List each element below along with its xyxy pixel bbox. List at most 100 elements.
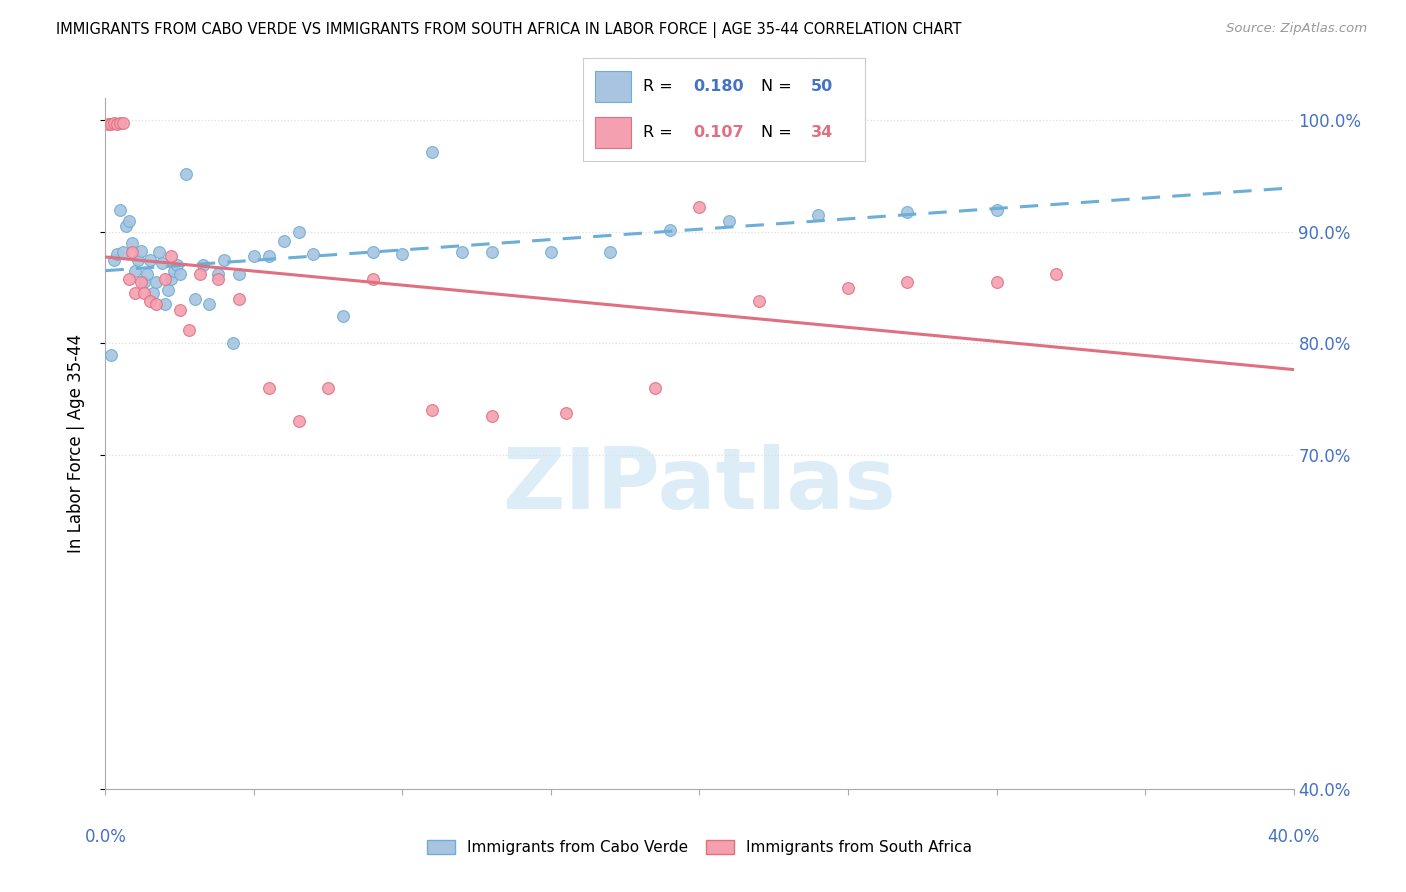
Point	[198, 297, 221, 311]
Point	[124, 286, 146, 301]
Point	[207, 268, 229, 282]
Point	[136, 268, 159, 282]
Point	[166, 259, 188, 273]
Point	[273, 234, 295, 248]
Text: 40.0%: 40.0%	[1267, 828, 1320, 846]
Point	[129, 275, 152, 289]
Point	[450, 245, 472, 260]
Point	[896, 205, 918, 219]
Point	[169, 303, 191, 318]
Point	[145, 275, 167, 289]
Point	[257, 381, 280, 395]
Point	[190, 268, 212, 282]
Text: 0.107: 0.107	[693, 126, 744, 140]
Point	[420, 403, 443, 417]
Point	[177, 323, 200, 337]
Point	[103, 116, 125, 130]
Point	[150, 256, 173, 270]
Point	[540, 245, 562, 260]
Text: N =: N =	[761, 126, 797, 140]
Point	[121, 245, 143, 260]
Point	[97, 117, 120, 131]
Point	[193, 259, 215, 273]
Point	[153, 272, 176, 286]
Point	[1045, 268, 1067, 282]
Point	[896, 275, 918, 289]
Point	[132, 275, 155, 289]
Point	[129, 244, 152, 258]
Point	[103, 252, 125, 267]
Point	[257, 250, 280, 264]
Point	[302, 247, 325, 261]
Point	[481, 245, 503, 260]
Point	[481, 409, 503, 423]
Point	[153, 297, 176, 311]
Point	[127, 252, 149, 267]
Point	[361, 272, 384, 286]
Point	[207, 272, 229, 286]
Point	[391, 247, 413, 261]
Point	[121, 236, 143, 251]
Text: Source: ZipAtlas.com: Source: ZipAtlas.com	[1226, 22, 1367, 36]
Point	[658, 223, 681, 237]
Point	[163, 264, 186, 278]
Point	[110, 116, 132, 130]
Point	[554, 406, 576, 420]
Point	[169, 268, 191, 282]
Point	[689, 201, 711, 215]
Point	[599, 245, 621, 260]
Point	[115, 219, 138, 234]
Point	[159, 250, 181, 264]
Text: R =: R =	[643, 79, 678, 95]
Point	[183, 292, 205, 306]
Point	[316, 381, 339, 395]
Point	[145, 297, 167, 311]
Point	[174, 167, 197, 181]
Text: IMMIGRANTS FROM CABO VERDE VS IMMIGRANTS FROM SOUTH AFRICA IN LABOR FORCE | AGE : IMMIGRANTS FROM CABO VERDE VS IMMIGRANTS…	[56, 22, 962, 38]
Point	[105, 247, 128, 261]
Point	[644, 381, 666, 395]
Point	[748, 294, 770, 309]
Point	[118, 272, 141, 286]
Point	[361, 245, 384, 260]
Point	[105, 117, 128, 131]
Bar	[595, 71, 631, 102]
Text: 34: 34	[811, 126, 834, 140]
Text: 0.0%: 0.0%	[84, 828, 127, 846]
Point	[807, 208, 830, 222]
Point	[287, 415, 309, 429]
Point	[139, 294, 162, 309]
Point	[100, 348, 122, 362]
Text: N =: N =	[761, 79, 797, 95]
Legend: Immigrants from Cabo Verde, Immigrants from South Africa: Immigrants from Cabo Verde, Immigrants f…	[420, 833, 979, 862]
Text: R =: R =	[643, 126, 678, 140]
Point	[139, 252, 162, 267]
Bar	[595, 118, 631, 148]
Point	[986, 275, 1008, 289]
Point	[112, 245, 135, 260]
Point	[718, 214, 741, 228]
Point	[332, 309, 354, 323]
Point	[214, 252, 236, 267]
Point	[228, 292, 250, 306]
Point	[222, 336, 245, 351]
Point	[110, 202, 132, 217]
Point	[100, 117, 122, 131]
Point	[118, 214, 141, 228]
Point	[837, 281, 859, 295]
Point	[228, 268, 250, 282]
Point	[142, 286, 165, 301]
Text: 0.180: 0.180	[693, 79, 744, 95]
Point	[420, 145, 443, 159]
Y-axis label: In Labor Force | Age 35-44: In Labor Force | Age 35-44	[66, 334, 84, 553]
Point	[243, 250, 266, 264]
Point	[112, 116, 135, 130]
Point	[287, 225, 309, 239]
Point	[148, 245, 170, 260]
Point	[156, 283, 179, 297]
Text: 50: 50	[811, 79, 834, 95]
Point	[132, 286, 155, 301]
Point	[159, 272, 181, 286]
Text: ZIPatlas: ZIPatlas	[502, 443, 897, 527]
Point	[986, 202, 1008, 217]
